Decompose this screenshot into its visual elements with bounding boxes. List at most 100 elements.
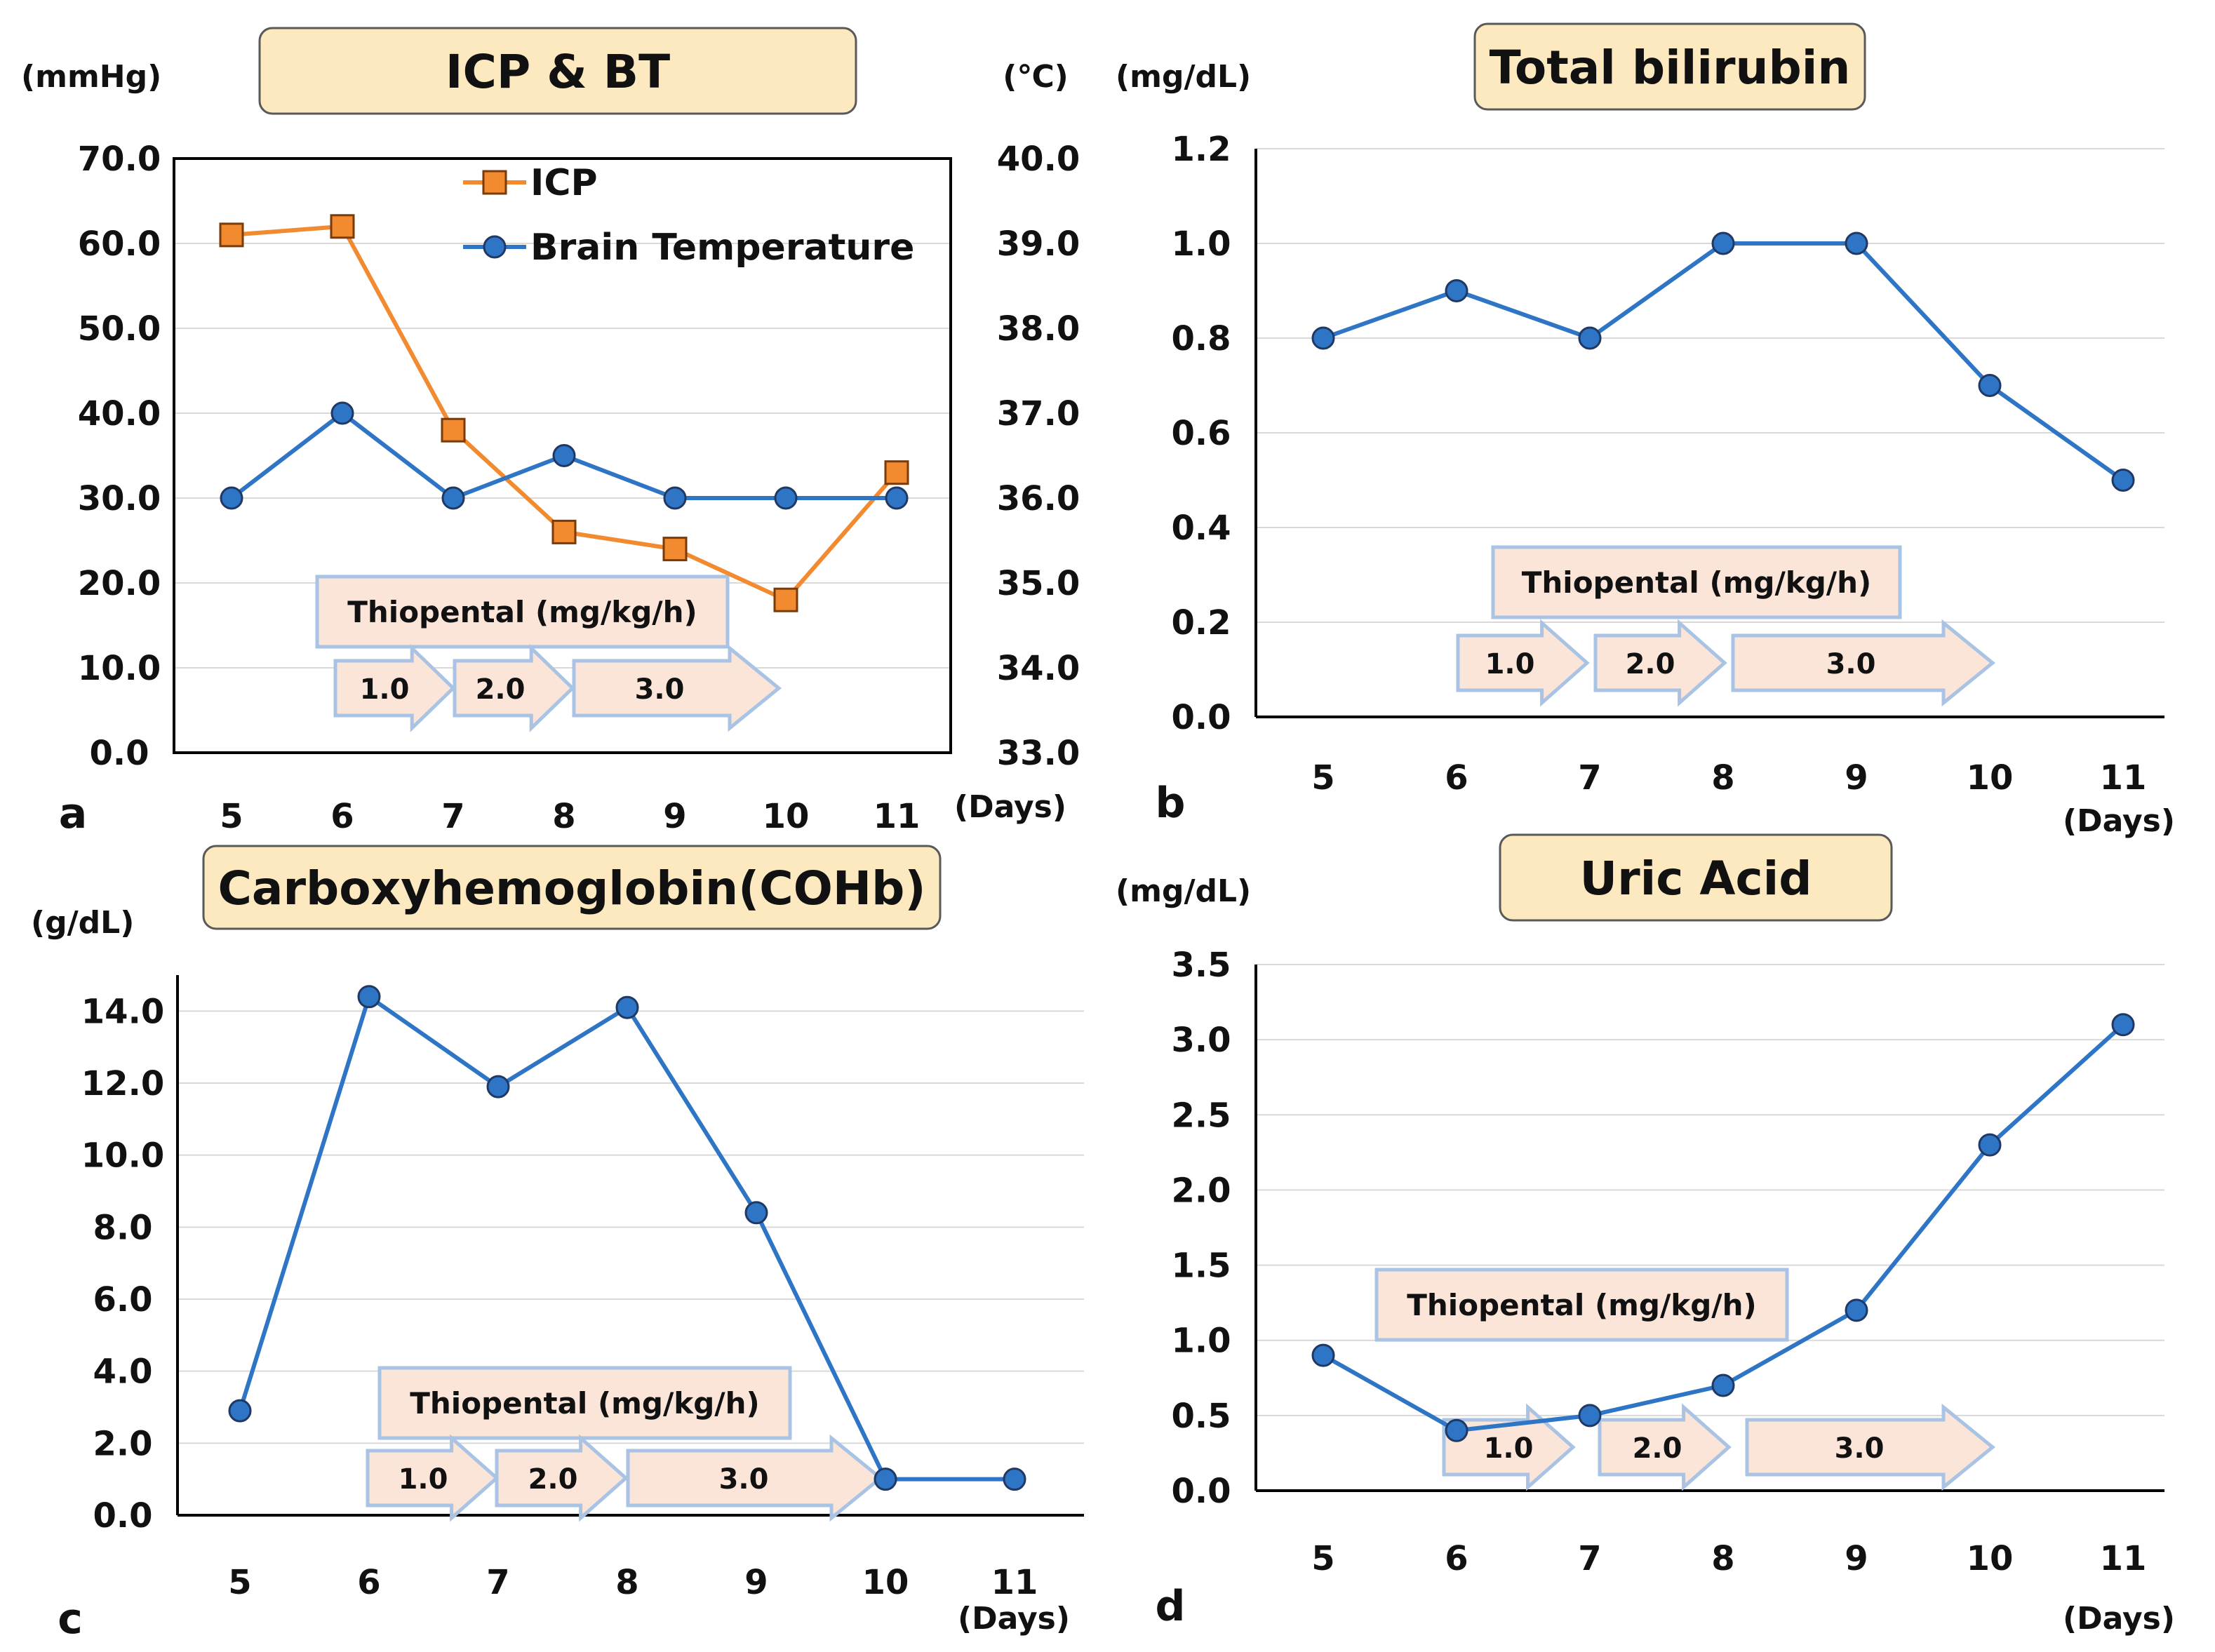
panel-letter: a: [59, 789, 88, 838]
legend-marker: [482, 170, 507, 195]
dose-label: 1.0: [1485, 648, 1535, 680]
title-box: [258, 27, 857, 115]
x-tick-label: 7: [486, 1563, 509, 1602]
thiopental-label: Thiopental (mg/kg/h): [410, 1386, 759, 1421]
dose-label: 2.0: [1633, 1432, 1682, 1465]
data-point: [1978, 374, 2002, 397]
dose-arrow: [453, 644, 575, 732]
series-line-uric-acid: [1322, 1023, 2125, 1433]
y-tick-label: 0.0: [1171, 1472, 1231, 1511]
y-tick-label: 0.0: [89, 734, 149, 773]
x-tick-label: 7: [1578, 1539, 1601, 1578]
data-point: [1311, 326, 1335, 350]
dose-arrow: [333, 644, 456, 732]
y-tick-label: 3.0: [1171, 1021, 1231, 1060]
chart-title: Uric Acid: [1580, 852, 1812, 906]
y-tick-label: 40.0: [78, 394, 161, 434]
y-tick-label: 1.0: [1171, 1322, 1231, 1361]
x-tick-label: 6: [357, 1563, 380, 1602]
dose-label: 2.0: [528, 1463, 578, 1496]
data-point: [1978, 1133, 2002, 1157]
y-right-tick-label: 37.0: [997, 394, 1080, 434]
panel-letter: d: [1156, 1582, 1186, 1631]
data-point: [1445, 279, 1468, 302]
dose-label: 1.0: [399, 1463, 448, 1496]
y-tick-label: 60.0: [78, 224, 161, 264]
x-tick-label: 7: [441, 797, 464, 836]
panel-letter: b: [1156, 779, 1186, 828]
dose-label: 2.0: [476, 673, 526, 706]
series-line-total-bilirubin: [1322, 241, 2124, 482]
dose-arrow: [572, 644, 782, 732]
data-point: [357, 985, 381, 1009]
thiopental-box: [377, 1366, 792, 1440]
dose-arrow: [1731, 619, 1995, 707]
dose-arrow: [366, 1434, 500, 1522]
x-tick-label: 9: [1845, 758, 1868, 798]
data-point: [2111, 1013, 2135, 1037]
data-point: [1003, 1468, 1026, 1491]
x-tick-label: 5: [1311, 1539, 1334, 1578]
y-tick-label: 10.0: [81, 1136, 164, 1176]
data-point: [615, 995, 639, 1019]
data-point: [773, 587, 798, 612]
y-tick-label: 14.0: [81, 992, 164, 1031]
legend: ICP Brain Temperature: [463, 162, 914, 269]
chart-panel-d: 0.0 0.5 1.0 1.5 2.0 2.5 3.0 3.5 5 6 7 8 9 10 11 (Days) (…: [1116, 833, 2175, 1637]
data-point: [1445, 1418, 1468, 1442]
panel-letter: c: [58, 1594, 83, 1644]
x-tick-label: 8: [1711, 1539, 1734, 1578]
y-tick-label: 0.8: [1171, 319, 1231, 358]
y-right-tick-label: 36.0: [997, 479, 1080, 518]
x-axis-label: (Days): [958, 1601, 1070, 1637]
legend-label: Brain Temperature: [530, 227, 914, 269]
y-axis-label: (mg/dL): [1116, 873, 1251, 909]
x-axis-label: (Days): [2063, 803, 2175, 839]
y-tick-label: 1.5: [1171, 1247, 1231, 1286]
data-point: [441, 486, 465, 510]
x-tick-label: 8: [552, 797, 575, 836]
chart-panel-b: 0.0 0.2 0.4 0.6 0.8 1.0 1.2 5 6 7 8 9 10 11 (Days) (mg/…: [1116, 22, 2175, 839]
y-right-tick-label: 35.0: [997, 564, 1080, 603]
x-tick-label: 10: [862, 1563, 909, 1602]
y-tick-label: 3.5: [1171, 946, 1231, 985]
y-tick-label: 0.0: [1171, 698, 1231, 737]
plot-frame: [173, 157, 952, 754]
data-point: [219, 222, 244, 248]
data-point: [744, 1201, 768, 1225]
x-tick-label: 8: [615, 1563, 638, 1602]
x-tick-label: 5: [220, 797, 243, 836]
y-tick-label: 0.2: [1171, 603, 1231, 643]
title-box: [202, 845, 942, 930]
y-tick-label: 12.0: [81, 1064, 164, 1103]
data-point: [1845, 1298, 1868, 1322]
x-tick-label: 5: [228, 1563, 251, 1602]
data-point: [552, 444, 576, 467]
y-right-axis-label: (℃): [1003, 59, 1069, 95]
y-tick-label: 4.0: [93, 1352, 152, 1392]
dose-arrow: [1593, 619, 1727, 707]
y-tick-label: 20.0: [78, 564, 161, 603]
x-tick-label: 9: [663, 797, 686, 836]
data-point: [220, 486, 243, 510]
y-right-tick-label: 40.0: [997, 140, 1080, 179]
x-tick-label: 10: [763, 797, 810, 836]
dose-arrow: [495, 1434, 629, 1522]
chart-panel-a: 0.0 10.0 20.0 30.0 40.0 50.0 60.0 70.0 33.0 34.0 3…: [21, 27, 1080, 838]
title-box: [1499, 833, 1893, 922]
data-point: [486, 1075, 510, 1099]
y-tick-label: 70.0: [78, 140, 161, 179]
data-point: [1845, 231, 1868, 255]
dose-label: 1.0: [360, 673, 410, 706]
x-tick-label: 9: [1845, 1539, 1868, 1578]
y-tick-label: 0.0: [93, 1496, 152, 1536]
data-point: [1578, 1404, 1602, 1428]
thiopental-label: Thiopental (mg/kg/h): [1407, 1288, 1756, 1322]
y-tick-label: 1.0: [1171, 224, 1231, 264]
dose-arrow: [626, 1434, 883, 1522]
data-point: [441, 417, 466, 443]
x-tick-label: 6: [330, 797, 354, 836]
x-axis-label: (Days): [2063, 1601, 2175, 1637]
y-tick-label: 0.5: [1171, 1397, 1231, 1436]
data-point: [551, 519, 577, 544]
